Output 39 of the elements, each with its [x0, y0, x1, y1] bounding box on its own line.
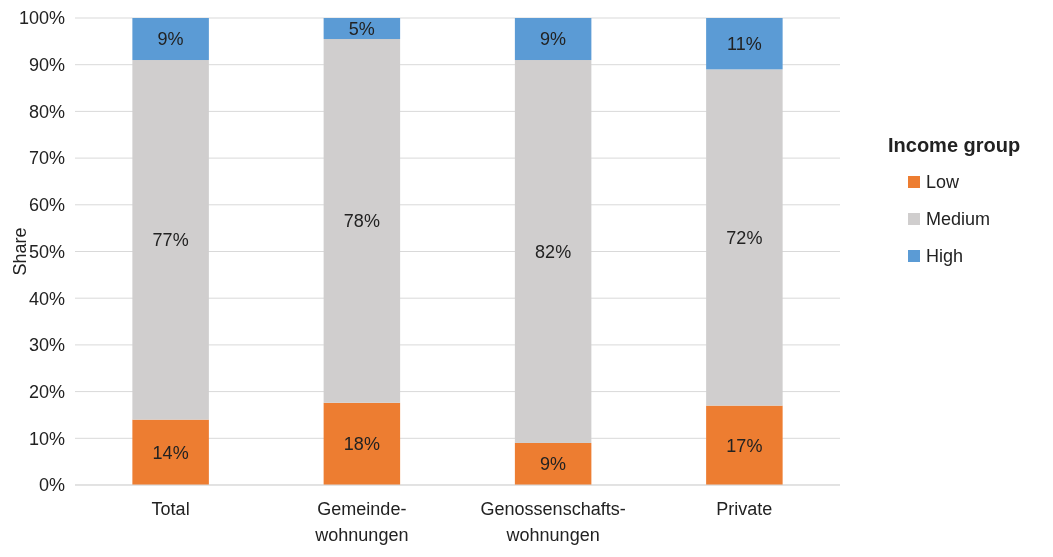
- bar: [514, 442, 592, 485]
- data-label: 82%: [535, 241, 572, 262]
- x-tick-label: Total: [151, 499, 190, 519]
- x-tick-label: Gemeinde- wohnungen: [314, 499, 409, 545]
- data-label: 11%: [727, 33, 762, 54]
- data-label: 77%: [152, 230, 189, 251]
- y-tick-label: 70%: [28, 148, 65, 169]
- data-label: 9%: [540, 29, 567, 50]
- y-tick-label: 100%: [18, 8, 65, 29]
- data-label: 18%: [343, 434, 380, 455]
- y-tick-label: 30%: [28, 335, 65, 356]
- y-tick-label: 40%: [28, 288, 65, 309]
- y-tick-label: 80%: [28, 101, 65, 122]
- bar: [514, 18, 592, 61]
- legend-label: Low: [926, 172, 961, 193]
- bar: [132, 18, 209, 61]
- legend-label: High: [926, 246, 964, 267]
- y-tick-label: 20%: [28, 381, 65, 402]
- data-label: 17%: [726, 435, 763, 456]
- bar: [132, 419, 209, 485]
- y-tick-label: 60%: [28, 195, 65, 216]
- x-tick-label: Genossenschafts- wohnungen: [480, 499, 626, 545]
- y-axis-title: Share: [10, 227, 30, 276]
- bar: [706, 405, 783, 485]
- y-tick-label: 90%: [28, 55, 65, 75]
- data-label: 78%: [343, 211, 380, 232]
- data-label: 72%: [726, 227, 763, 248]
- bar: [323, 402, 401, 485]
- data-label: 9%: [157, 29, 184, 50]
- data-label: 5%: [348, 18, 375, 39]
- y-tick-label: 10%: [28, 428, 65, 449]
- data-label: 9%: [540, 454, 567, 475]
- legend-title: Income group: [888, 134, 1021, 156]
- y-tick-label: 50%: [28, 241, 65, 262]
- legend-label: Medium: [926, 209, 991, 230]
- bar: [706, 18, 783, 70]
- y-tick-label: 0%: [38, 475, 65, 496]
- x-tick-label: Private: [716, 499, 773, 519]
- data-label: 14%: [152, 442, 189, 463]
